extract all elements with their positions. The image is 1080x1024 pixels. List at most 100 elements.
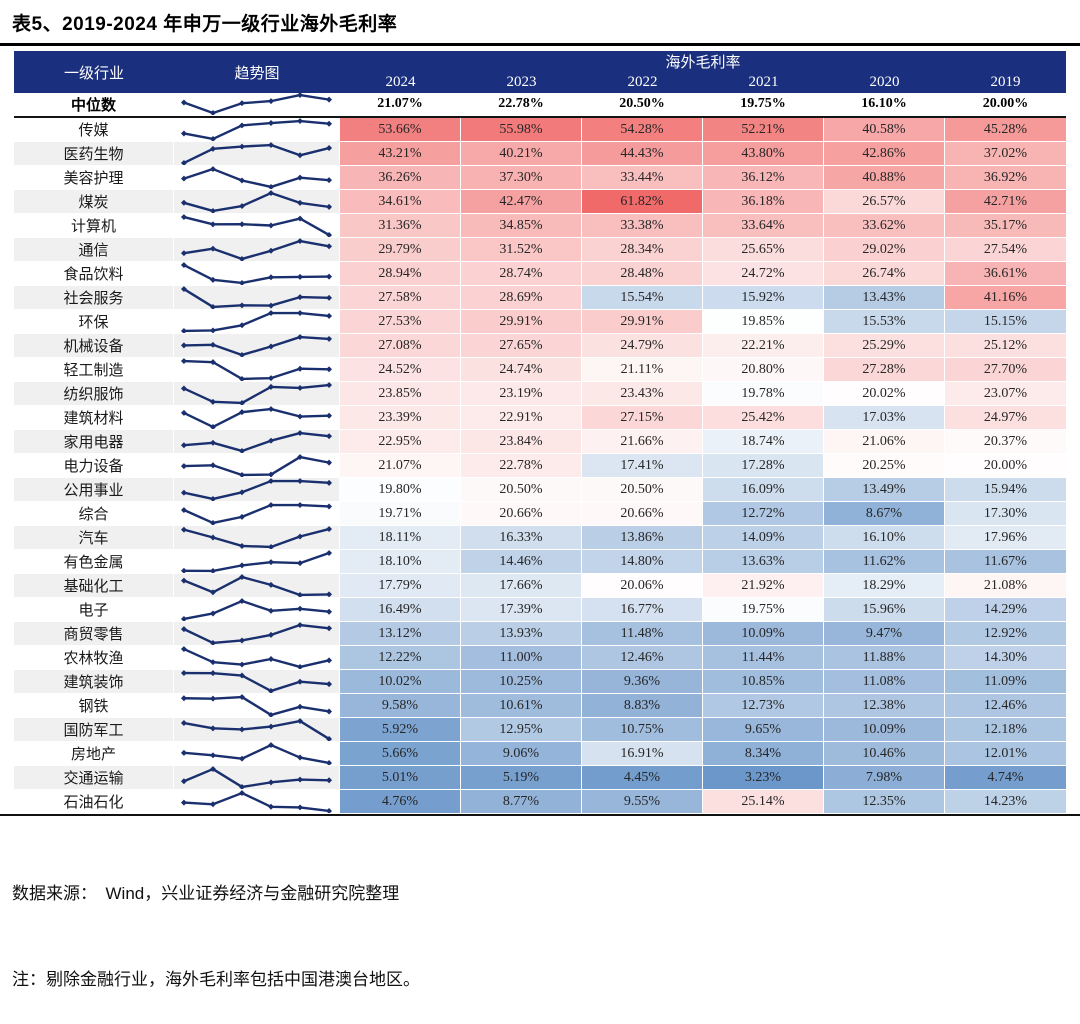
industry-row: 计算机 31.36% 34.85% 33.38% 33.64% 33.62% 3… xyxy=(14,214,1066,238)
margin-value-cell: 42.47% xyxy=(461,190,582,214)
sparkline-chart xyxy=(180,478,333,501)
margin-value-cell: 61.82% xyxy=(582,190,703,214)
margin-value-cell: 23.85% xyxy=(340,382,461,406)
margin-value-cell: 11.48% xyxy=(582,622,703,646)
margin-value-cell: 33.64% xyxy=(703,214,824,238)
margin-value-cell: 22.95% xyxy=(340,430,461,454)
margin-value-cell: 18.10% xyxy=(340,550,461,574)
industry-name: 家用电器 xyxy=(14,430,174,454)
margin-value-cell: 17.03% xyxy=(824,406,945,430)
margin-value-cell: 23.19% xyxy=(461,382,582,406)
margin-value-cell: 14.09% xyxy=(703,526,824,550)
margin-value-cell: 29.79% xyxy=(340,238,461,262)
margin-value-cell: 29.91% xyxy=(461,310,582,334)
industry-name: 公用事业 xyxy=(14,478,174,502)
industry-row: 房地产 5.66% 9.06% 16.91% 8.34% 10.46% 12.0… xyxy=(14,742,1066,766)
sparkline-chart xyxy=(180,526,333,549)
margin-value-cell: 40.21% xyxy=(461,142,582,166)
industry-row: 钢铁 9.58% 10.61% 8.83% 12.73% 12.38% 12.4… xyxy=(14,694,1066,718)
trend-sparkline xyxy=(174,646,340,670)
industry-row: 通信 29.79% 31.52% 28.34% 25.65% 29.02% 27… xyxy=(14,238,1066,262)
margin-value-cell: 37.30% xyxy=(461,166,582,190)
table-footer: 数据来源： Wind，兴业证券经济与金融研究院整理 注：剔除金融行业，海外毛利率… xyxy=(0,816,1080,1024)
margin-value-cell: 14.29% xyxy=(945,598,1066,622)
trend-sparkline xyxy=(174,310,340,334)
margin-value-cell: 40.58% xyxy=(824,118,945,142)
industry-name: 机械设备 xyxy=(14,334,174,358)
margin-value-cell: 35.17% xyxy=(945,214,1066,238)
margin-value-cell: 21.07% xyxy=(340,454,461,478)
industry-name: 轻工制造 xyxy=(14,358,174,382)
col-header-year-2022: 2022 xyxy=(627,74,658,90)
margin-value-cell: 21.06% xyxy=(824,430,945,454)
industry-row: 社会服务 27.58% 28.69% 15.54% 15.92% 13.43% … xyxy=(14,286,1066,310)
margin-value-cell: 12.18% xyxy=(945,718,1066,742)
margin-value-cell: 14.80% xyxy=(582,550,703,574)
industry-name: 电子 xyxy=(14,598,174,622)
sparkline-chart xyxy=(180,622,333,645)
margin-value-cell: 8.83% xyxy=(582,694,703,718)
margin-value-cell: 19.75% xyxy=(703,93,824,116)
margin-value-cell: 24.79% xyxy=(582,334,703,358)
industry-overseas-margin-table: 一级行业 趋势图 海外毛利率 2024 2023 2022 2021 2020 … xyxy=(14,51,1066,814)
industry-row: 轻工制造 24.52% 24.74% 21.11% 20.80% 27.28% … xyxy=(14,358,1066,382)
margin-value-cell: 16.09% xyxy=(703,478,824,502)
margin-value-cell: 19.80% xyxy=(340,478,461,502)
margin-value-cell: 31.36% xyxy=(340,214,461,238)
sparkline-chart xyxy=(180,550,333,573)
margin-value-cell: 19.71% xyxy=(340,502,461,526)
margin-value-cell: 20.02% xyxy=(824,382,945,406)
margin-value-cell: 44.43% xyxy=(582,142,703,166)
industry-name: 交通运输 xyxy=(14,766,174,790)
margin-value-cell: 10.75% xyxy=(582,718,703,742)
table-header: 一级行业 趋势图 海外毛利率 2024 2023 2022 2021 2020 … xyxy=(14,51,1066,93)
margin-value-cell: 13.49% xyxy=(824,478,945,502)
margin-value-cell: 20.37% xyxy=(945,430,1066,454)
margin-value-cell: 10.02% xyxy=(340,670,461,694)
trend-sparkline xyxy=(174,118,340,142)
trend-sparkline xyxy=(174,190,340,214)
margin-value-cell: 21.66% xyxy=(582,430,703,454)
margin-value-cell: 27.65% xyxy=(461,334,582,358)
median-row: 中位数 21.07% 22.78% 20.50% 19.75% 16.10% 2… xyxy=(14,93,1066,118)
industry-row: 农林牧渔 12.22% 11.00% 12.46% 11.44% 11.88% … xyxy=(14,646,1066,670)
margin-value-cell: 36.26% xyxy=(340,166,461,190)
margin-value-cell: 12.38% xyxy=(824,694,945,718)
sparkline-chart xyxy=(180,358,333,381)
margin-value-cell: 20.06% xyxy=(582,574,703,598)
margin-value-cell: 28.94% xyxy=(340,262,461,286)
margin-value-cell: 43.80% xyxy=(703,142,824,166)
margin-value-cell: 19.78% xyxy=(703,382,824,406)
industry-name: 房地产 xyxy=(14,742,174,766)
margin-value-cell: 27.70% xyxy=(945,358,1066,382)
margin-value-cell: 27.53% xyxy=(340,310,461,334)
margin-value-cell: 25.12% xyxy=(945,334,1066,358)
industry-name: 中位数 xyxy=(14,93,174,116)
margin-value-cell: 24.52% xyxy=(340,358,461,382)
margin-value-cell: 15.96% xyxy=(824,598,945,622)
margin-value-cell: 4.45% xyxy=(582,766,703,790)
sparkline-chart xyxy=(180,670,333,693)
margin-value-cell: 16.49% xyxy=(340,598,461,622)
sparkline-chart xyxy=(180,406,333,429)
sparkline-chart xyxy=(180,190,333,213)
col-header-trend: 趋势图 xyxy=(234,65,280,82)
industry-row: 国防军工 5.92% 12.95% 10.75% 9.65% 10.09% 12… xyxy=(14,718,1066,742)
margin-value-cell: 25.14% xyxy=(703,790,824,814)
trend-sparkline xyxy=(174,334,340,358)
sparkline-chart xyxy=(180,214,333,237)
margin-value-cell: 16.77% xyxy=(582,598,703,622)
margin-value-cell: 10.09% xyxy=(824,718,945,742)
margin-value-cell: 22.91% xyxy=(461,406,582,430)
margin-value-cell: 33.44% xyxy=(582,166,703,190)
margin-value-cell: 27.28% xyxy=(824,358,945,382)
margin-value-cell: 24.72% xyxy=(703,262,824,286)
sparkline-chart xyxy=(180,334,333,357)
industry-name: 商贸零售 xyxy=(14,622,174,646)
margin-value-cell: 55.98% xyxy=(461,118,582,142)
sparkline-chart xyxy=(180,238,333,261)
col-header-year-2020: 2020 xyxy=(869,74,900,90)
margin-value-cell: 36.18% xyxy=(703,190,824,214)
margin-value-cell: 12.73% xyxy=(703,694,824,718)
margin-value-cell: 36.12% xyxy=(703,166,824,190)
